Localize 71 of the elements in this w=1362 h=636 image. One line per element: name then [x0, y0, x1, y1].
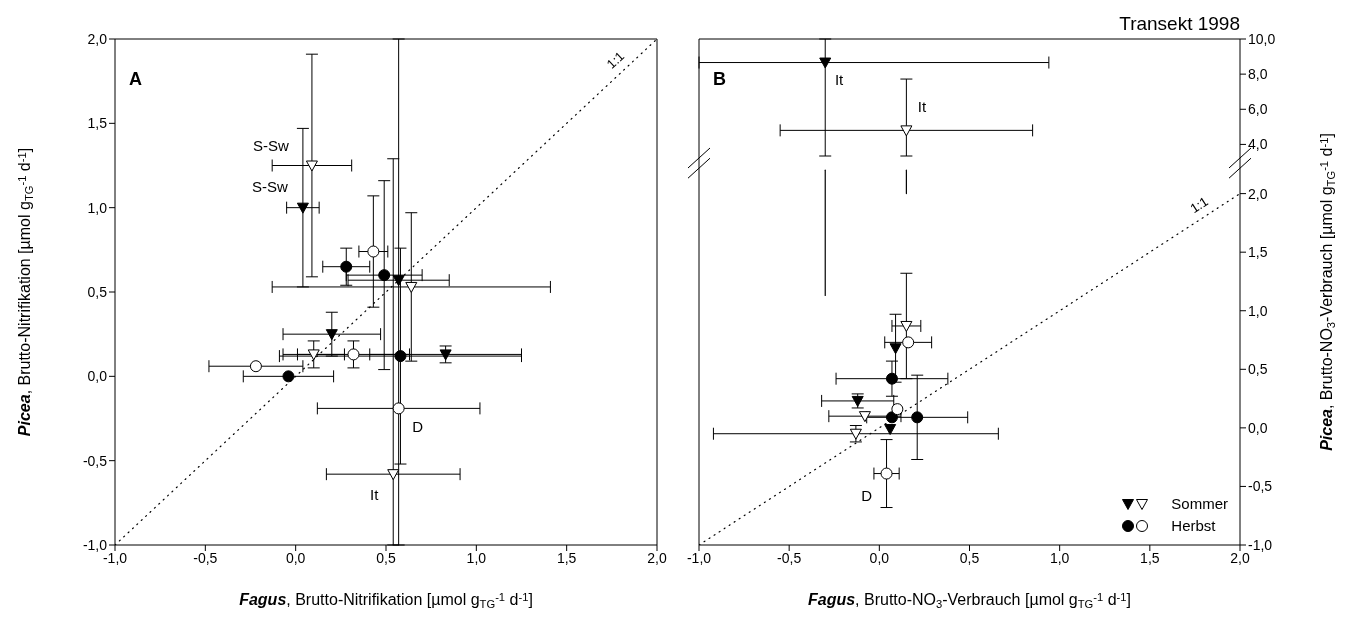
annotation: S-Sw [251, 177, 288, 195]
point [367, 245, 380, 258]
x-tick-label: 1,0 [1049, 549, 1070, 566]
point [296, 202, 309, 214]
annotation: B [713, 69, 726, 89]
point [891, 403, 904, 416]
point [884, 424, 897, 436]
y3-tick-label: 6,0 [1248, 101, 1268, 118]
legend-label: Sommer [1171, 494, 1228, 514]
x-axis-title: Fagus, Brutto-Nitrifikation [µmol g$_{TG}$$^{-1}$ d$^{-1}$] [239, 590, 533, 610]
x-tick-label: 1,0 [466, 549, 487, 566]
point [911, 411, 924, 424]
point [900, 320, 913, 332]
point [392, 275, 405, 287]
y2-tick-label: 0,5 [1248, 361, 1268, 378]
x-tick-label: 2,0 [647, 549, 667, 566]
y-tick-label: 1,5 [87, 115, 108, 132]
annotation: D [412, 417, 424, 435]
point [889, 343, 902, 355]
x-tick-label: 0,0 [285, 549, 306, 566]
y2-tick-label: -1,0 [1248, 536, 1273, 553]
point [405, 281, 418, 293]
point [325, 329, 338, 341]
y-tick-label: 0,0 [87, 368, 108, 385]
point [378, 269, 391, 282]
annotation: 1:1 [603, 48, 628, 72]
y-tick-label: 1,0 [87, 199, 108, 216]
x-tick-label: -1,0 [686, 549, 712, 566]
point [885, 411, 898, 424]
point [347, 348, 360, 361]
point [249, 360, 262, 373]
point [387, 469, 400, 481]
x-tick-label: 2,0 [1230, 549, 1250, 566]
annotation: It [917, 98, 927, 116]
x-tick-label: -0,5 [777, 549, 802, 566]
point [885, 372, 898, 385]
point [439, 349, 452, 361]
point [392, 402, 405, 415]
y3-tick-label: 10,0 [1248, 30, 1276, 47]
annotation: It [834, 71, 845, 89]
y2-tick-label: -0,5 [1248, 478, 1273, 495]
x-tick-label: 0,5 [376, 549, 396, 566]
x-tick-label: 1,5 [556, 549, 577, 566]
x-tick-label: 0,5 [959, 549, 980, 566]
y-tick-label: -0,5 [82, 452, 108, 469]
annotation: 1:1 [1187, 193, 1211, 217]
x-tick-label: -0,5 [193, 549, 218, 566]
point [340, 260, 353, 273]
text: Fagus, Brutto-NO$_{3}$-Verbrauch [µmol g$_{TG}$$^{-1}$ d$^{-1}$] [807, 590, 1132, 610]
y-tick-label: 0,5 [87, 283, 108, 300]
point [307, 349, 320, 361]
annotation: S-Sw [253, 136, 290, 154]
point [282, 370, 295, 383]
point [880, 467, 893, 480]
point [902, 336, 915, 349]
y2-tick-label: 2,0 [1248, 185, 1268, 202]
y2-tick-label: 1,0 [1248, 302, 1268, 319]
x-tick-label: 1,5 [1140, 549, 1160, 566]
x-tick-label: 0,0 [869, 549, 890, 566]
point [858, 411, 871, 423]
y3-tick-label: 8,0 [1248, 66, 1268, 83]
annotation: D [861, 487, 873, 505]
annotation: It [370, 486, 380, 504]
y2-tick-label: 0,0 [1248, 419, 1268, 436]
point [305, 160, 318, 172]
annotation: A [129, 69, 142, 89]
chart-title: Transekt 1998 [1119, 13, 1240, 34]
y2-tick-label: 1,5 [1248, 244, 1268, 261]
y3-tick-label: 4,0 [1248, 136, 1268, 153]
y-tick-label: 2,0 [87, 30, 108, 47]
legend-label: Herbst [1171, 516, 1216, 536]
